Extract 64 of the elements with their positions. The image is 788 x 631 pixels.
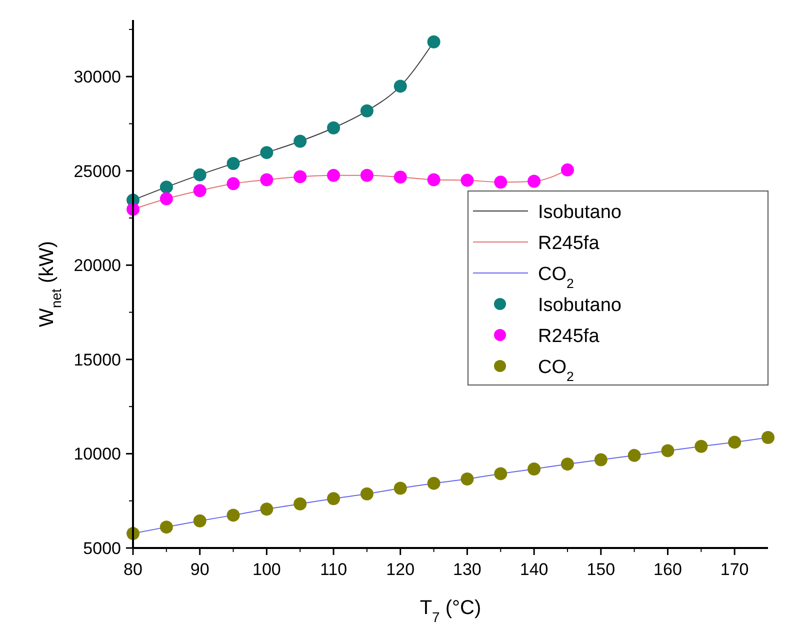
y-tick-label: 5000 (83, 539, 121, 558)
y-tick-label: 20000 (74, 256, 121, 276)
x-tick-label: 80 (124, 560, 142, 579)
point (427, 476, 440, 490)
y-tick-label: 15000 (74, 350, 121, 370)
x-tick-label: 120 (386, 560, 415, 579)
point (560, 163, 574, 176)
x-tick-label: 90 (190, 560, 210, 579)
point (494, 467, 508, 480)
point (160, 180, 173, 194)
legend-label: CO$_{2}$ (538, 264, 574, 290)
point (327, 492, 340, 506)
legend-label: Isobutano (538, 202, 622, 223)
point (394, 482, 407, 495)
point (193, 514, 206, 528)
point (260, 173, 274, 186)
x-tick-label: 100 (252, 560, 281, 579)
point (594, 453, 608, 466)
x-tick-label: 140 (520, 560, 548, 579)
point (528, 462, 541, 476)
legend-label: R245fa (538, 233, 600, 254)
point (494, 176, 508, 189)
x-tick-label: 160 (654, 560, 682, 579)
point (327, 121, 340, 134)
y-tick-label: 30000 (74, 68, 121, 87)
point (728, 436, 742, 449)
point (460, 174, 474, 187)
point (160, 520, 173, 534)
point (260, 146, 274, 160)
legend-label: CO$_{2}$ (538, 357, 574, 384)
point (226, 508, 240, 522)
x-tick-label: 170 (720, 560, 749, 579)
point (294, 497, 307, 510)
point (360, 104, 374, 118)
point (460, 472, 474, 486)
x-axis-title: T$_{7}$ (°C) (420, 597, 482, 625)
point (294, 170, 307, 184)
point (360, 168, 374, 182)
point (360, 487, 374, 500)
point (628, 448, 641, 462)
point (294, 134, 307, 148)
point (394, 170, 407, 184)
point (226, 177, 240, 190)
point (327, 168, 340, 182)
point (560, 458, 574, 471)
point (661, 444, 674, 458)
legend-label: Isobutano (538, 295, 622, 316)
x-tick-label: 130 (453, 560, 482, 579)
point (762, 430, 774, 444)
legend-label: R245fa (538, 326, 600, 347)
point (694, 440, 708, 453)
x-tick-label: 110 (320, 560, 348, 579)
point (427, 35, 440, 48)
y-tick-label: 10000 (74, 444, 121, 464)
x-tick-label: 150 (586, 560, 616, 579)
point (226, 157, 240, 170)
y-tick-label: 25000 (74, 162, 121, 181)
point (260, 502, 274, 516)
point (528, 174, 541, 188)
point (160, 192, 173, 206)
point (394, 80, 407, 93)
point (193, 168, 206, 182)
point (427, 173, 440, 186)
point (193, 184, 206, 198)
